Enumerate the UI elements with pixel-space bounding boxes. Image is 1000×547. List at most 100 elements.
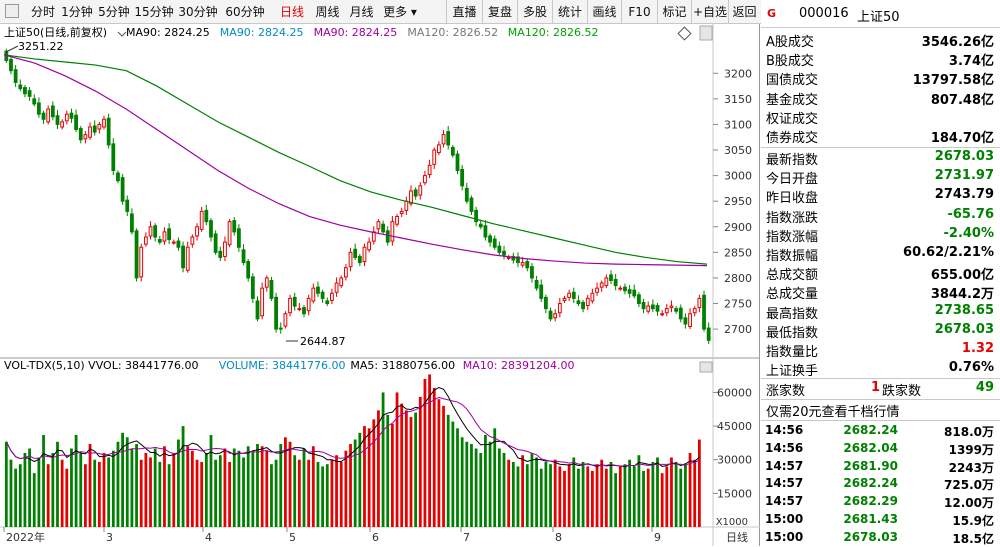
kline-chart-svg[interactable]: 3200 3150 3100 3050 3000 2950 2900 2850 2800 2750…	[0, 24, 760, 546]
volume-bar	[507, 459, 511, 527]
promo-text[interactable]: 仅需20元查看千档行情	[766, 405, 900, 420]
volume-bar	[293, 455, 297, 527]
tick-price: 2682.24	[843, 423, 898, 437]
promo-link[interactable]: 仅需20元查看千档行情	[761, 400, 1000, 420]
candle-body	[167, 228, 172, 241]
candle-body	[241, 249, 246, 264]
candle-body	[92, 125, 97, 133]
volume-bar	[470, 444, 473, 527]
volume-bar	[163, 446, 166, 527]
scroll-button-icon[interactable]	[699, 25, 713, 41]
period-tab-7[interactable]: 周线	[315, 5, 340, 19]
candle-body	[660, 313, 665, 316]
volume-bar	[274, 459, 278, 527]
candle-body	[181, 245, 185, 269]
toolbar-button-4[interactable]: 画线	[587, 0, 621, 24]
price-tick-label: 3150	[724, 93, 752, 106]
row-label: 指数涨跌	[766, 210, 819, 226]
toolbar-button-1[interactable]: 复盘	[482, 0, 517, 24]
toolbar-button-7[interactable]: +自选	[691, 0, 728, 24]
volume-bar	[437, 399, 441, 527]
candle-body	[427, 164, 432, 176]
volume-bar	[111, 450, 115, 527]
volume-bar	[577, 468, 580, 527]
period-tab-8[interactable]: 月线	[349, 5, 374, 19]
x-tick-label: 5	[289, 531, 296, 544]
volume-bar	[330, 459, 334, 527]
candle-body	[669, 305, 674, 309]
period-tab-3[interactable]: 15分钟	[134, 5, 174, 19]
candle-body	[143, 236, 148, 245]
volume-bar	[102, 452, 106, 527]
volume-bar	[46, 464, 50, 527]
volume-bar	[581, 461, 585, 527]
candle-body	[232, 220, 237, 233]
volume-bar	[200, 461, 204, 527]
tick-volume: 12.00万	[944, 496, 994, 511]
quote-header: G 000016 上证50	[761, 0, 1000, 28]
row-label: 指数涨幅	[766, 229, 819, 245]
rise-count: 1	[871, 380, 881, 395]
tick-volume: 1399万	[948, 442, 994, 457]
candle-body	[353, 248, 358, 258]
volume-bar	[358, 432, 362, 527]
row-value: 807.48亿	[930, 92, 994, 108]
candle-body	[32, 98, 37, 105]
toolbar-button-3[interactable]: 统计	[552, 0, 587, 24]
volume-bar	[670, 457, 673, 527]
volume-bar	[139, 459, 143, 527]
candle-body	[36, 102, 41, 115]
period-tab-9[interactable]: 更多 ▾	[383, 5, 417, 19]
toolbar-button-0[interactable]: 直播	[446, 0, 482, 24]
period-tab-5[interactable]: 60分钟	[225, 5, 265, 19]
candle-body	[613, 278, 618, 287]
volume-bar	[18, 464, 22, 527]
candle-body	[278, 327, 283, 330]
candle-body	[539, 284, 544, 299]
candle-body	[18, 84, 23, 90]
volume-legend-3: MA10: 28391204.00	[463, 359, 575, 372]
mid-row-3: 指数涨跌 -65.76	[761, 206, 1000, 226]
volume-bar	[88, 444, 92, 527]
candle-body	[153, 225, 158, 238]
candle-body	[702, 294, 706, 330]
period-tab-4[interactable]: 30分钟	[178, 5, 218, 19]
candle-body	[255, 300, 260, 320]
volume-bar	[37, 457, 41, 527]
candle-body	[130, 213, 134, 233]
volume-bar	[181, 426, 185, 527]
volume-ma10-line	[5, 396, 700, 467]
toolbar-button-5[interactable]: F10	[621, 0, 657, 24]
candle-body	[9, 58, 13, 72]
tick-row: 14:57 2682.24 725.0万	[761, 474, 1000, 493]
toolbar-button-2[interactable]: 多股	[517, 0, 552, 24]
volume-bar	[586, 466, 590, 527]
period-tab-2[interactable]: 5分钟	[98, 5, 130, 19]
kline-chart-area[interactable]: 3200 3150 3100 3050 3000 2950 2900 2850 2800 2750…	[0, 24, 760, 546]
period-tab-6[interactable]: 日线	[279, 5, 304, 19]
row-label: 总成交额	[766, 268, 819, 284]
volume-bar	[530, 452, 534, 527]
candle-body	[195, 226, 199, 237]
candle-body	[236, 228, 241, 248]
home-icon[interactable]	[5, 4, 19, 18]
candle-body	[88, 126, 92, 138]
toolbar-button-6[interactable]: 标记	[657, 0, 691, 24]
candle-body	[148, 226, 153, 237]
candle-body	[306, 297, 311, 312]
period-tab-0[interactable]: 分时	[30, 5, 55, 19]
toolbar-button-8[interactable]: 返回	[728, 0, 760, 24]
volume-bar	[70, 448, 73, 527]
volume-scroll-icon[interactable]	[699, 361, 713, 373]
diamond-icon[interactable]	[677, 26, 692, 41]
volume-bar	[51, 452, 55, 527]
candle-body	[176, 240, 181, 248]
volume-bar	[460, 437, 464, 527]
ma120-line	[3, 54, 708, 265]
tick-time: 14:57	[765, 476, 804, 491]
volume-bar	[195, 459, 199, 527]
period-tab-1[interactable]: 1分钟	[61, 5, 93, 19]
candle-body	[199, 210, 204, 230]
volume-bar	[628, 459, 631, 527]
index-code: 000016	[799, 6, 849, 21]
